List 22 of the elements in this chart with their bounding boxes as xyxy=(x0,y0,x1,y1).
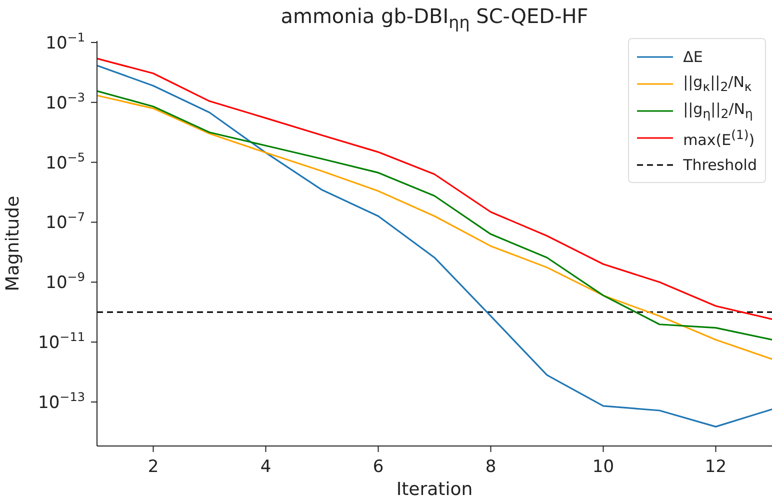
y-tick-label: 10$^{−11}$ xyxy=(38,330,85,354)
y-tick-label: 10$^{−13}$ xyxy=(38,390,85,413)
x-tick-label: 10 xyxy=(592,457,614,477)
legend-label: Threshold xyxy=(683,156,757,174)
legend-label: ||g$_{κ}$||$_{2}$/N$_{κ}$ xyxy=(683,73,752,94)
chart-title: ammonia gb-DBI$_{ηη}$ SC-QED-HF xyxy=(280,4,590,32)
x-axis-title: Iteration xyxy=(396,479,473,497)
x-tick-label: 12 xyxy=(704,457,727,477)
x-tick-label: 2 xyxy=(148,457,159,477)
legend-label: ΔE xyxy=(683,48,703,66)
y-tick-label: 10$^{−1}$ xyxy=(46,30,85,54)
legend-label: max(E$^{(1)}$) xyxy=(683,126,755,148)
x-tick-label: 4 xyxy=(260,457,272,477)
y-tick-label: 10$^{−5}$ xyxy=(46,150,85,174)
legend-label: ||g$_{η}$||$_{2}$/N$_{η}$ xyxy=(683,100,753,121)
y-axis-title: Magnitude xyxy=(2,196,24,292)
y-tick-label: 10$^{−9}$ xyxy=(46,270,85,294)
line-series xyxy=(97,64,772,428)
x-tick-label: 6 xyxy=(372,457,384,477)
x-tick-label: 8 xyxy=(485,457,496,477)
y-tick-label: 10$^{−7}$ xyxy=(46,210,85,234)
y-tick-label: 10$^{−3}$ xyxy=(46,90,85,114)
